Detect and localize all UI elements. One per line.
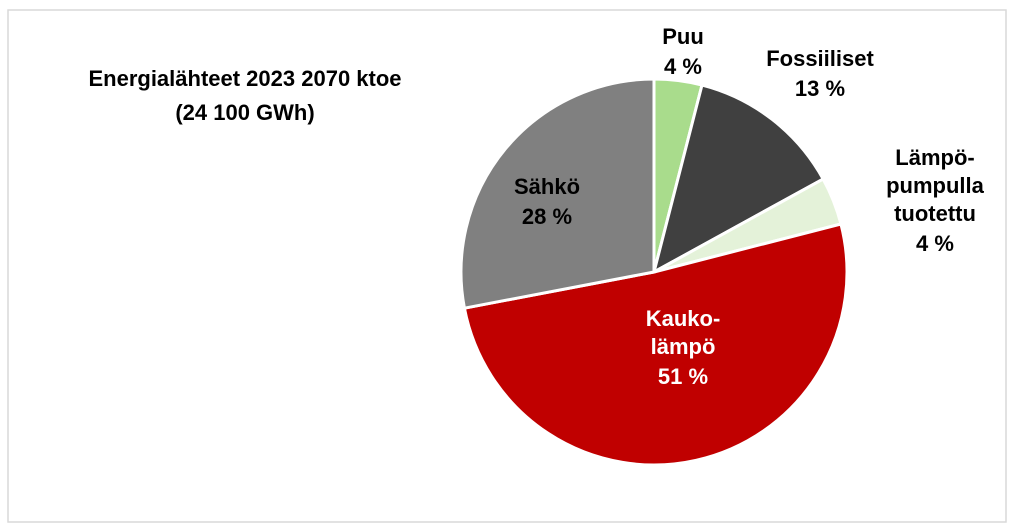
value-label: 4 %	[664, 54, 702, 79]
category-label: Sähkö	[514, 174, 580, 199]
category-label: Kauko-lämpö	[646, 306, 721, 359]
category-label: Fossiiliset	[766, 46, 874, 71]
value-label: 4 %	[916, 231, 954, 256]
chart-title: Energialähteet 2023 2070 ktoe (24 100 GWh…	[88, 66, 401, 125]
category-label: Puu	[662, 24, 704, 49]
pie-slice	[462, 222, 849, 467]
category-label: Lämpö-pumpulla tuotettu	[886, 145, 985, 226]
pie-slice	[651, 83, 826, 275]
value-label: 51 %	[658, 364, 708, 389]
value-label: 13 %	[795, 76, 845, 101]
value-label: 28 %	[522, 204, 572, 229]
pie-slice	[459, 77, 656, 310]
